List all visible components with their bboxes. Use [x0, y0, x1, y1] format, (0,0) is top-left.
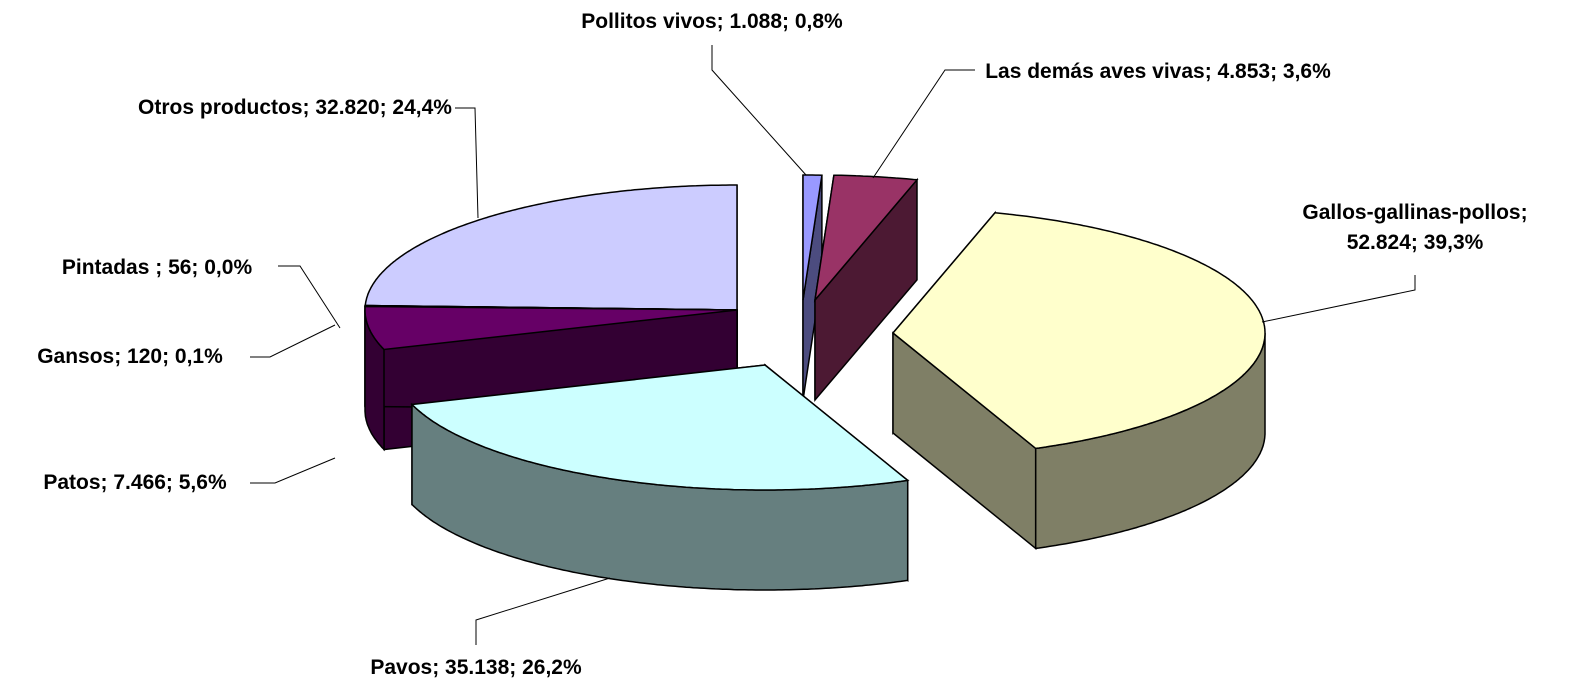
leader-line	[475, 577, 611, 645]
data-label: Las demás aves vivas; 4.853; 3,6%	[985, 60, 1331, 83]
leader-line	[1261, 275, 1416, 323]
leader-line	[250, 324, 336, 358]
leader-line	[711, 45, 807, 176]
leader-line	[250, 457, 336, 484]
leader-line	[278, 265, 341, 329]
leader-line	[455, 107, 479, 219]
data-label: Gallos-gallinas-pollos; 52.824; 39,3%	[1302, 201, 1528, 254]
slice	[891, 210, 1266, 550]
data-label: Pollitos vivos; 1.088; 0,8%	[581, 10, 843, 33]
data-label: Pavos; 35.138; 26,2%	[370, 656, 582, 679]
data-label: Patos; 7.466; 5,6%	[43, 471, 227, 494]
slice-top	[813, 174, 919, 303]
slice-top	[364, 305, 738, 351]
slice-top	[410, 364, 910, 491]
slice	[813, 174, 919, 403]
slice-top	[802, 174, 823, 301]
slice-top	[364, 184, 738, 311]
slice	[802, 174, 823, 401]
data-label: Otros productos; 32.820; 24,4%	[138, 96, 452, 119]
data-label: Pintadas ; 56; 0,0%	[61, 256, 253, 279]
slice-top	[891, 212, 1266, 450]
slice	[410, 363, 910, 591]
leader-line	[872, 69, 975, 179]
data-label: Gansos; 120; 0,1%	[37, 345, 223, 368]
